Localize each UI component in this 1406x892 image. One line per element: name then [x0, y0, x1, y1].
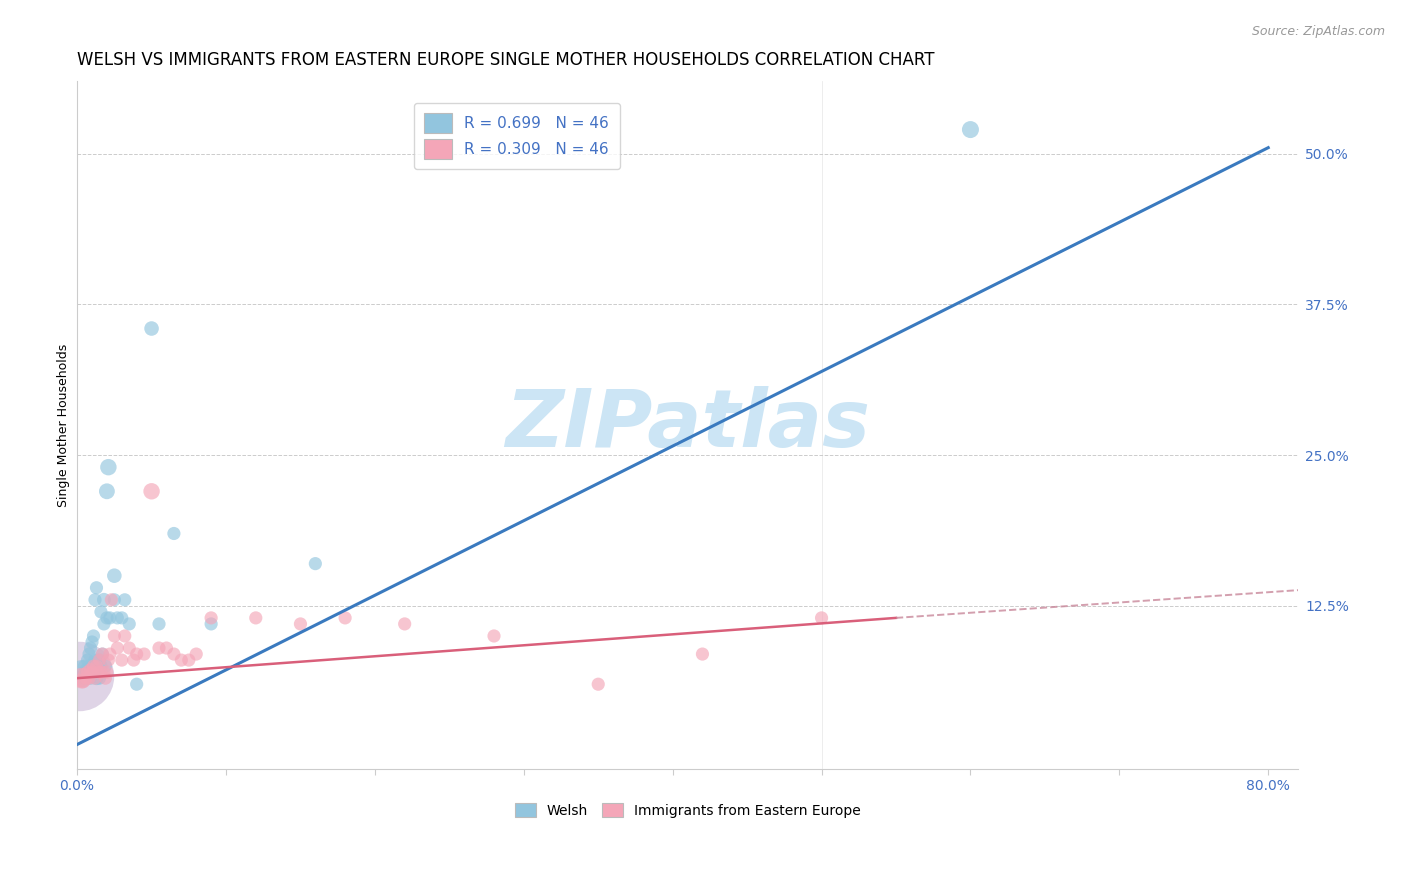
Point — [93, 616, 115, 631]
Text: WELSH VS IMMIGRANTS FROM EASTERN EUROPE SINGLE MOTHER HOUSEHOLDS CORRELATION CHA: WELSH VS IMMIGRANTS FROM EASTERN EUROPE … — [77, 51, 935, 69]
Point — [482, 629, 505, 643]
Point — [148, 616, 170, 631]
Point — [79, 663, 101, 677]
Point — [73, 659, 96, 673]
Point — [73, 667, 96, 681]
Point — [122, 653, 145, 667]
Point — [125, 677, 148, 691]
Point — [105, 611, 128, 625]
Legend: Welsh, Immigrants from Eastern Europe: Welsh, Immigrants from Eastern Europe — [509, 797, 866, 823]
Point — [70, 671, 93, 685]
Point — [69, 671, 91, 685]
Point — [79, 671, 101, 685]
Point — [76, 665, 98, 680]
Point — [148, 640, 170, 655]
Point — [186, 647, 208, 661]
Point — [87, 665, 110, 680]
Point — [89, 671, 111, 685]
Point — [100, 592, 122, 607]
Point — [69, 673, 91, 688]
Point — [97, 460, 120, 475]
Point — [103, 568, 125, 582]
Point — [586, 677, 609, 691]
Point — [810, 611, 832, 625]
Point — [163, 526, 186, 541]
Point — [86, 581, 108, 595]
Point — [80, 635, 103, 649]
Point — [90, 605, 112, 619]
Point — [394, 616, 416, 631]
Point — [245, 611, 267, 625]
Point — [83, 659, 105, 673]
Point — [94, 671, 117, 685]
Point — [118, 640, 141, 655]
Point — [89, 653, 111, 667]
Point — [98, 647, 121, 661]
Point — [94, 659, 117, 673]
Point — [77, 659, 100, 673]
Point — [111, 611, 134, 625]
Point — [84, 592, 107, 607]
Point — [103, 629, 125, 643]
Point — [84, 653, 107, 667]
Point — [70, 665, 93, 680]
Point — [97, 653, 120, 667]
Point — [77, 647, 100, 661]
Point — [125, 647, 148, 661]
Point — [959, 122, 981, 136]
Y-axis label: Single Mother Households: Single Mother Households — [58, 343, 70, 507]
Point — [86, 671, 108, 685]
Point — [114, 592, 136, 607]
Point — [96, 484, 118, 499]
Point — [83, 629, 105, 643]
Point — [84, 671, 107, 685]
Point — [73, 667, 96, 681]
Point — [89, 653, 111, 667]
Point — [692, 647, 714, 661]
Text: Source: ZipAtlas.com: Source: ZipAtlas.com — [1251, 25, 1385, 38]
Point — [75, 671, 97, 685]
Point — [93, 665, 115, 680]
Point — [155, 640, 177, 655]
Point — [77, 671, 100, 685]
Point — [80, 665, 103, 680]
Point — [83, 659, 105, 673]
Point — [72, 673, 94, 688]
Point — [304, 557, 326, 571]
Point — [200, 611, 222, 625]
Point — [72, 674, 94, 689]
Point — [141, 484, 163, 499]
Text: ZIPatlas: ZIPatlas — [505, 386, 870, 464]
Point — [103, 592, 125, 607]
Point — [76, 653, 98, 667]
Point — [80, 665, 103, 680]
Point — [93, 592, 115, 607]
Point — [87, 665, 110, 680]
Point — [200, 616, 222, 631]
Point — [170, 653, 193, 667]
Point — [98, 611, 121, 625]
Point — [163, 647, 186, 661]
Point — [134, 647, 156, 661]
Point — [333, 611, 356, 625]
Point — [290, 616, 312, 631]
Point — [177, 653, 200, 667]
Point — [91, 647, 114, 661]
Point — [114, 629, 136, 643]
Point — [111, 653, 134, 667]
Point — [96, 611, 118, 625]
Point — [90, 659, 112, 673]
Point — [141, 321, 163, 335]
Point — [75, 663, 97, 677]
Point — [91, 647, 114, 661]
Point — [118, 616, 141, 631]
Point — [105, 640, 128, 655]
Point — [90, 665, 112, 680]
Point — [96, 665, 118, 680]
Point — [79, 640, 101, 655]
Point — [86, 659, 108, 673]
Point — [76, 665, 98, 680]
Point — [67, 669, 90, 683]
